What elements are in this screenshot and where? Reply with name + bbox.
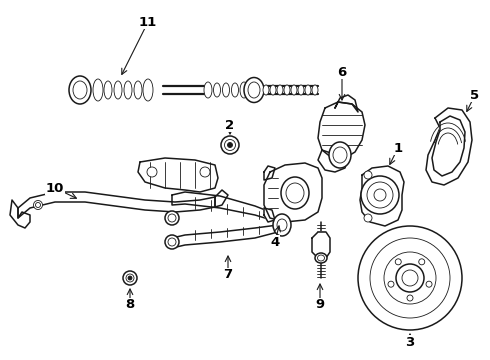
Polygon shape — [172, 225, 278, 248]
Ellipse shape — [277, 85, 283, 95]
Polygon shape — [264, 166, 275, 180]
Ellipse shape — [384, 252, 436, 304]
Ellipse shape — [402, 270, 418, 286]
Ellipse shape — [248, 82, 260, 98]
Ellipse shape — [214, 83, 220, 97]
Text: 1: 1 — [393, 141, 403, 154]
Ellipse shape — [273, 214, 291, 236]
Ellipse shape — [200, 167, 210, 177]
Ellipse shape — [364, 214, 372, 222]
Ellipse shape — [128, 276, 132, 280]
Ellipse shape — [370, 238, 450, 318]
Ellipse shape — [286, 183, 304, 203]
Ellipse shape — [123, 271, 137, 285]
Polygon shape — [264, 163, 322, 222]
Ellipse shape — [93, 79, 103, 101]
Text: 3: 3 — [405, 336, 415, 348]
Text: 5: 5 — [470, 89, 480, 102]
Ellipse shape — [388, 281, 394, 287]
Ellipse shape — [69, 76, 91, 104]
Polygon shape — [318, 102, 365, 158]
Ellipse shape — [419, 259, 425, 265]
Polygon shape — [360, 166, 404, 226]
Polygon shape — [215, 190, 228, 207]
Polygon shape — [335, 95, 358, 112]
Ellipse shape — [240, 82, 248, 98]
Ellipse shape — [165, 235, 179, 249]
Ellipse shape — [244, 77, 264, 103]
Ellipse shape — [221, 136, 239, 154]
Ellipse shape — [231, 83, 239, 97]
Ellipse shape — [73, 81, 87, 99]
Ellipse shape — [165, 211, 179, 225]
Ellipse shape — [33, 201, 43, 210]
Ellipse shape — [35, 202, 41, 207]
Ellipse shape — [298, 85, 304, 95]
Ellipse shape — [329, 142, 351, 168]
Text: 2: 2 — [225, 118, 235, 131]
Ellipse shape — [224, 140, 236, 150]
Polygon shape — [312, 232, 330, 258]
Ellipse shape — [104, 81, 112, 99]
Text: 7: 7 — [223, 269, 233, 282]
Ellipse shape — [407, 295, 413, 301]
Ellipse shape — [204, 82, 212, 98]
Text: 11: 11 — [139, 15, 157, 28]
Ellipse shape — [147, 167, 157, 177]
Ellipse shape — [227, 143, 232, 148]
Ellipse shape — [134, 81, 142, 99]
Ellipse shape — [222, 83, 229, 97]
Polygon shape — [10, 200, 30, 228]
Ellipse shape — [361, 176, 399, 214]
Polygon shape — [426, 108, 472, 185]
Ellipse shape — [333, 147, 347, 163]
Ellipse shape — [396, 264, 424, 292]
Ellipse shape — [364, 171, 372, 179]
Text: 6: 6 — [338, 66, 346, 78]
Ellipse shape — [143, 79, 153, 101]
Ellipse shape — [315, 253, 327, 263]
Polygon shape — [18, 192, 215, 218]
Ellipse shape — [168, 214, 176, 222]
Ellipse shape — [374, 189, 386, 201]
Text: 8: 8 — [125, 298, 135, 311]
Ellipse shape — [124, 81, 132, 99]
Polygon shape — [318, 150, 348, 172]
Ellipse shape — [126, 274, 134, 282]
Ellipse shape — [305, 85, 311, 95]
Ellipse shape — [318, 255, 324, 261]
Ellipse shape — [426, 281, 432, 287]
Polygon shape — [172, 192, 278, 222]
Ellipse shape — [277, 219, 287, 231]
Polygon shape — [264, 208, 275, 222]
Ellipse shape — [358, 226, 462, 330]
Text: 10: 10 — [46, 181, 64, 194]
Ellipse shape — [312, 85, 318, 95]
Text: 9: 9 — [316, 298, 324, 311]
Ellipse shape — [395, 259, 401, 265]
Ellipse shape — [281, 177, 309, 209]
Polygon shape — [432, 116, 465, 176]
Ellipse shape — [284, 85, 290, 95]
Ellipse shape — [114, 81, 122, 99]
Text: 4: 4 — [270, 235, 280, 248]
Polygon shape — [138, 158, 218, 192]
Ellipse shape — [168, 238, 176, 246]
Ellipse shape — [270, 85, 276, 95]
Ellipse shape — [291, 85, 297, 95]
Ellipse shape — [263, 85, 269, 95]
Ellipse shape — [367, 182, 393, 208]
